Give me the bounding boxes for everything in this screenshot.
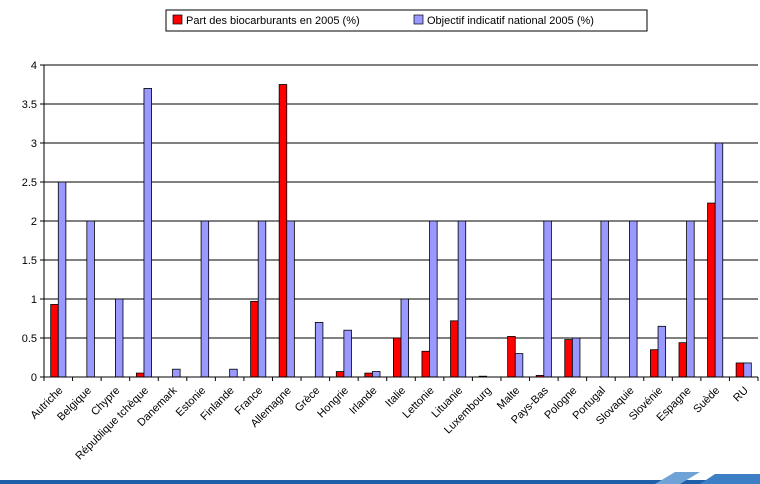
bar-objectif-4 xyxy=(172,368,181,378)
y-tick-label: 0 xyxy=(31,372,37,384)
legend-swatch-objectif xyxy=(413,14,424,25)
bar-biocarburants-21 xyxy=(650,349,659,378)
bar-objectif-7 xyxy=(257,220,267,378)
bar-objectif-12 xyxy=(400,298,409,378)
bar-biocarburants-13 xyxy=(421,350,430,378)
y-tick-label: 4 xyxy=(31,60,37,72)
legend: Part des biocarburants en 2005 (%) Objec… xyxy=(165,9,648,32)
category-label: Irlande xyxy=(347,385,379,417)
y-axis-tick-labels: 0 0.5 1 1.5 2 2.5 3 3.5 4 xyxy=(22,60,37,384)
footer-accent-dark xyxy=(700,474,760,484)
category-label: RU xyxy=(731,385,751,405)
y-tick-label: 2.5 xyxy=(22,177,37,189)
category-label: Lettonie xyxy=(401,385,437,421)
category-label: Suède xyxy=(691,385,722,416)
bars xyxy=(50,84,752,378)
bar-biocarburants-3 xyxy=(135,372,145,378)
bar-biocarburants-8 xyxy=(278,84,288,378)
bar-objectif-3 xyxy=(143,88,152,378)
bar-objectif-17 xyxy=(543,220,552,378)
bar-biocarburants-18 xyxy=(564,339,573,378)
bar-biocarburants-10 xyxy=(335,371,345,378)
bar-biocarburants-12 xyxy=(392,337,402,378)
bar-biocarburants-14 xyxy=(450,320,459,378)
bar-objectif-6 xyxy=(229,368,238,378)
bar-objectif-20 xyxy=(629,220,638,378)
legend-label-objectif: Objectif indicatif national 2005 (%) xyxy=(427,15,594,27)
footer-bar xyxy=(0,480,760,484)
bar-biocarburants-16 xyxy=(507,336,516,378)
y-tick-label: 1 xyxy=(31,294,37,306)
bar-objectif-21 xyxy=(657,325,667,378)
bar-biocarburants-23 xyxy=(707,202,716,378)
bar-biocarburants-0 xyxy=(50,304,59,378)
legend-frame xyxy=(165,9,648,32)
bar-biocarburants-22 xyxy=(678,342,687,378)
bar-objectif-0 xyxy=(57,181,67,378)
bar-objectif-10 xyxy=(343,329,352,378)
bar-objectif-13 xyxy=(429,220,438,378)
y-tick-label: 3.5 xyxy=(22,99,37,111)
bar-objectif-11 xyxy=(372,371,381,378)
bar-objectif-24 xyxy=(743,362,752,378)
bar-objectif-14 xyxy=(457,220,467,378)
bar-objectif-18 xyxy=(571,337,581,378)
bar-objectif-16 xyxy=(514,353,524,378)
bar-objectif-1 xyxy=(86,220,95,378)
y-tick-label: 0.5 xyxy=(22,333,37,345)
bar-objectif-22 xyxy=(686,220,695,378)
y-tick-label: 1.5 xyxy=(22,255,37,267)
category-label: Italie xyxy=(383,385,408,410)
bar-biocarburants-7 xyxy=(250,300,259,378)
bar-biocarburants-11 xyxy=(364,372,373,378)
bar-objectif-2 xyxy=(115,298,124,378)
legend-label-biocarburants: Part des biocarburants en 2005 (%) xyxy=(186,15,360,27)
y-tick-label: 2 xyxy=(31,216,37,228)
bar-objectif-19 xyxy=(600,220,609,378)
bar-objectif-23 xyxy=(714,142,724,378)
footer-band xyxy=(0,472,760,484)
bar-objectif-5 xyxy=(200,220,210,378)
bar-objectif-8 xyxy=(286,220,295,378)
footer-accent-light xyxy=(655,472,700,484)
bar-biocarburants-24 xyxy=(735,362,745,378)
category-label: Hongrie xyxy=(315,385,351,421)
legend-swatch-biocarburants xyxy=(172,14,183,25)
axes xyxy=(40,64,759,381)
bar-objectif-9 xyxy=(314,321,324,378)
y-tick-label: 3 xyxy=(31,138,37,150)
